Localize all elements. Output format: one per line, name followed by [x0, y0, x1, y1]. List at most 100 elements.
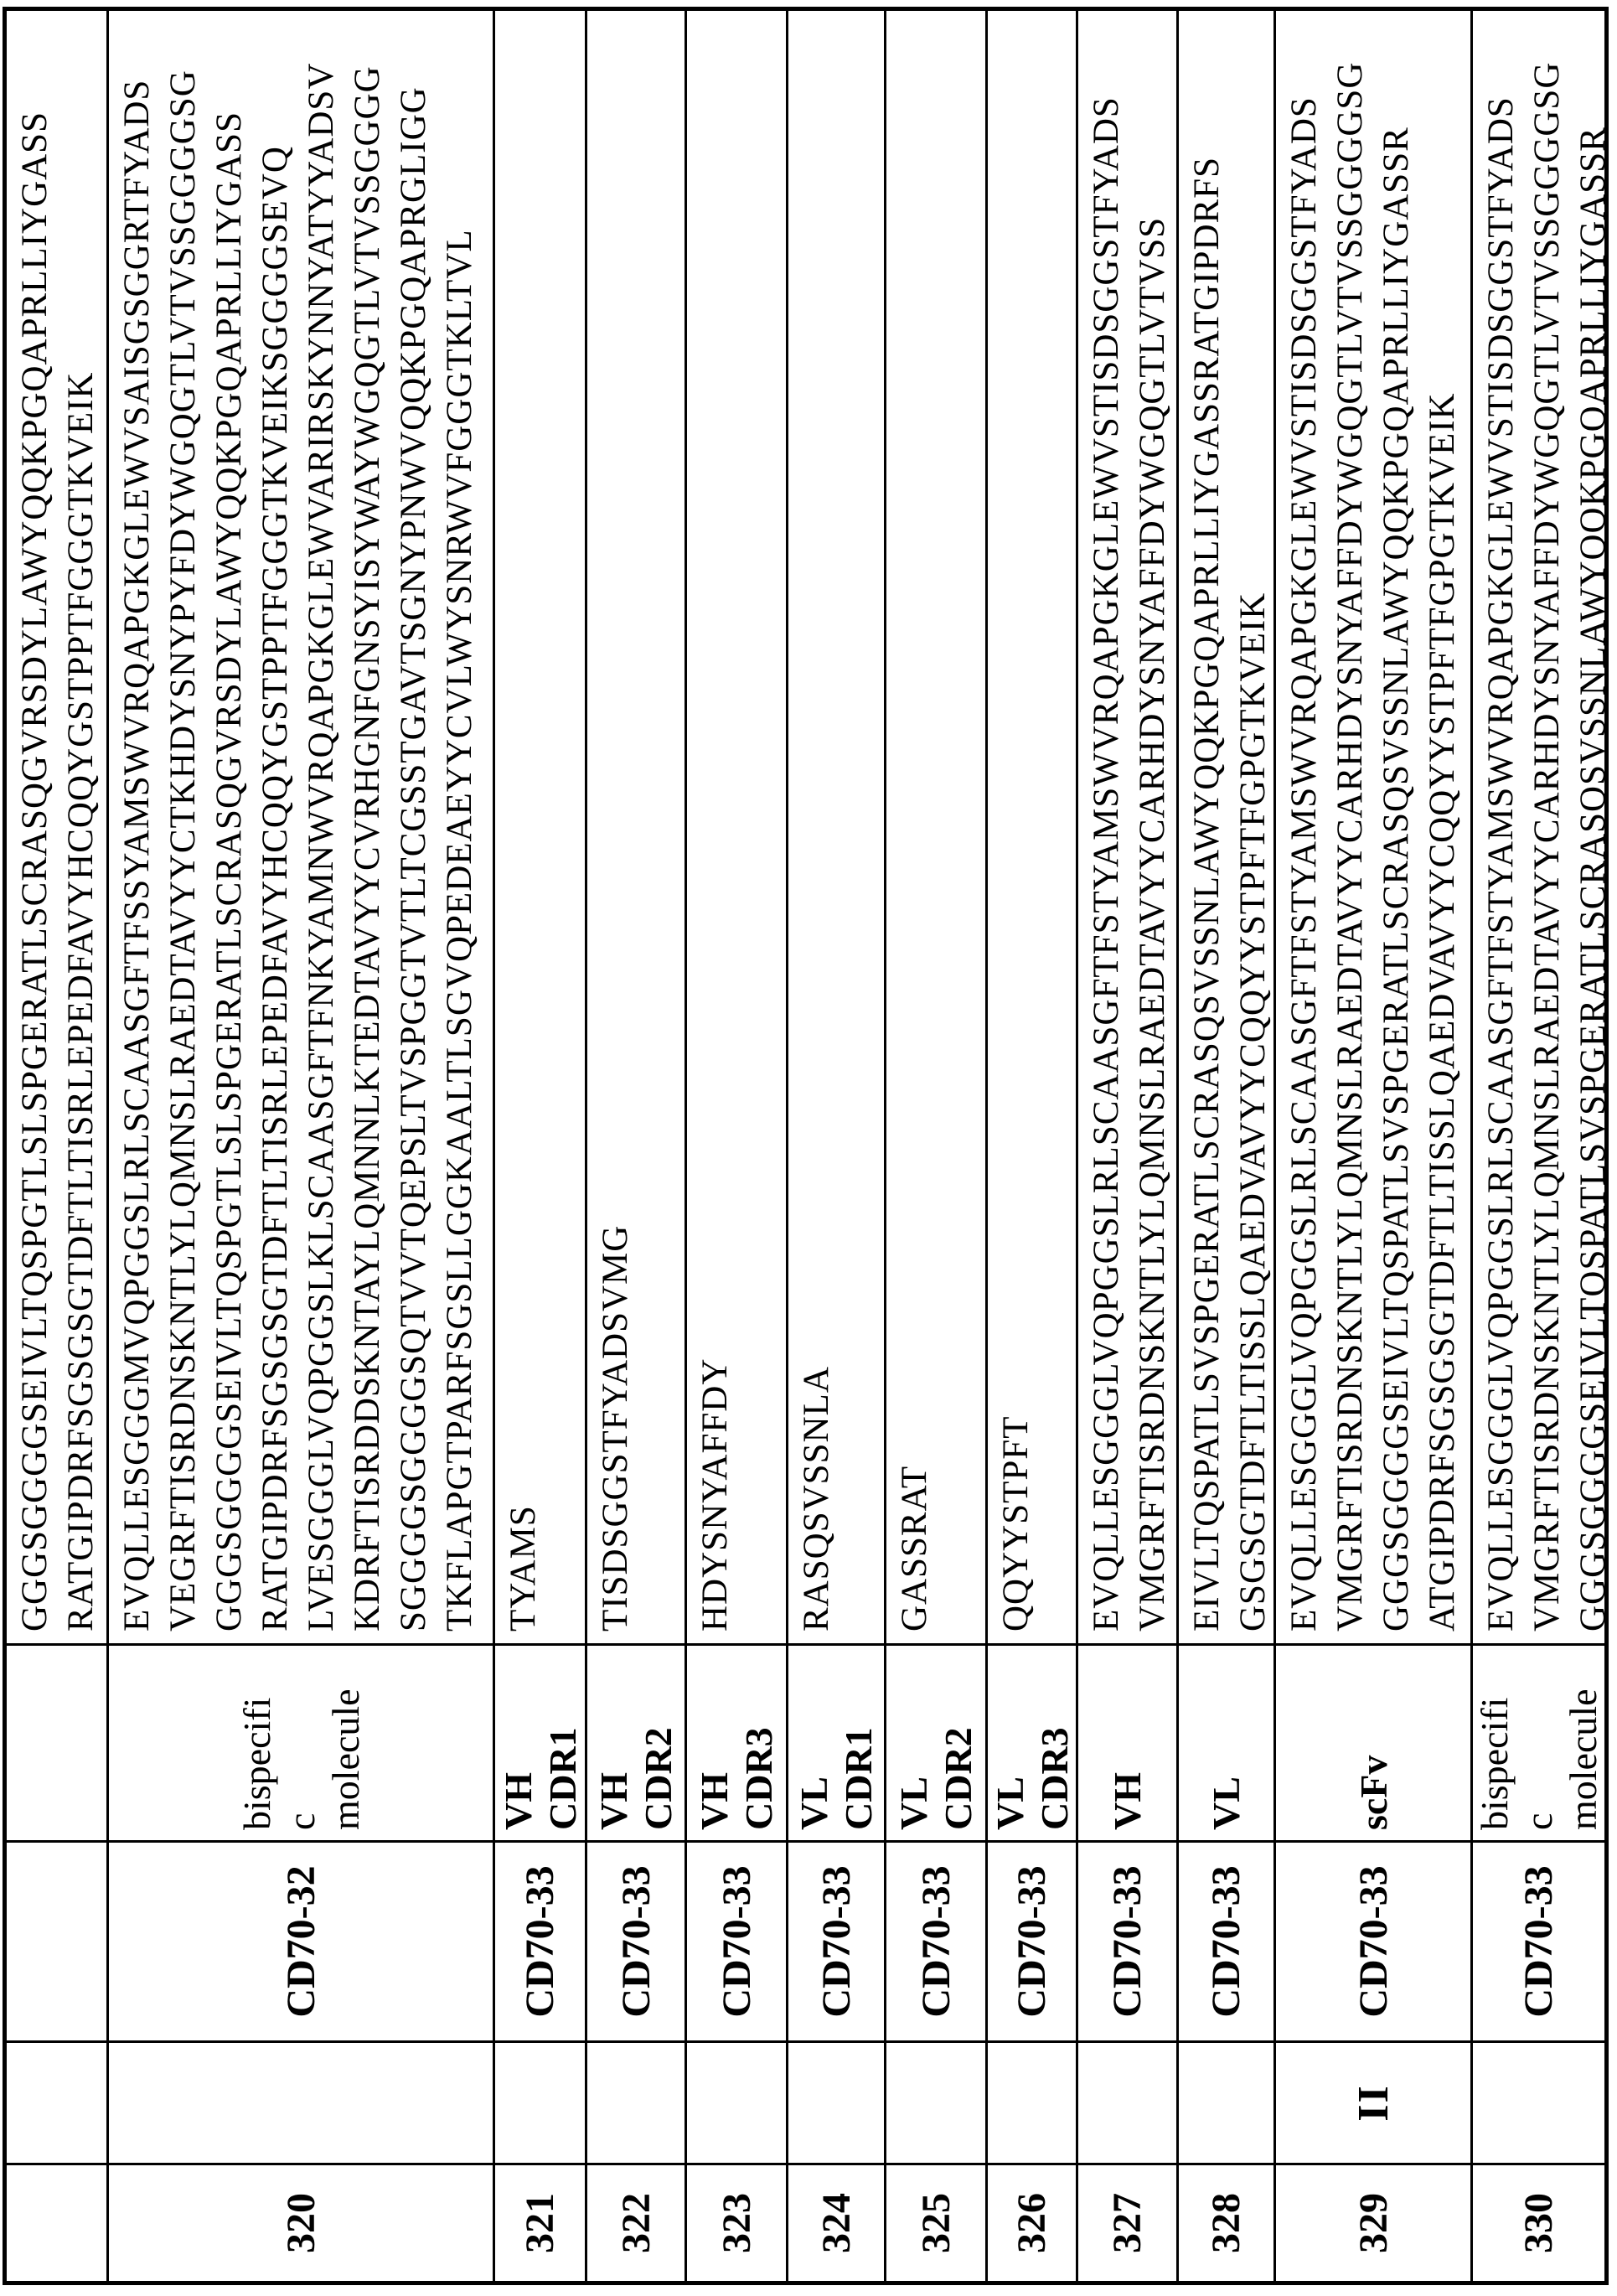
antibody-value: CD70-33 [1105, 1865, 1149, 2018]
region-cell: VL CDR1 [788, 1643, 884, 1840]
antibody-cell: CD70-33 [1473, 1840, 1604, 2040]
seq-id-value: 324 [814, 2193, 859, 2253]
region-value: VH CDR3 [693, 1727, 780, 1830]
seq-id-value: 325 [913, 2193, 958, 2253]
antibody-cell: CD70-33 [988, 1840, 1076, 2040]
region-cell: VL CDR3 [988, 1643, 1076, 1840]
group-cell [1078, 2040, 1176, 2163]
antibody-cell: CD70-32 [109, 1840, 493, 2040]
sequence-line: EIVLTQSPATLSVSPGERATLSCRASQSVSSNLAWYQQKP… [1187, 156, 1227, 1632]
region-cell: VL CDR2 [886, 1643, 985, 1840]
region-value: VL CDR3 [988, 1727, 1076, 1830]
sequence-cell: EIVLTQSPATLSVSPGERATLSCRASQSVSSNLAWYQQKP… [1179, 11, 1273, 1643]
sequence-line: RATGIPDRFSGSGSGTDFTLTISRLEPEDFAVYHCQQYGS… [61, 371, 101, 1632]
region-cell: VH [1078, 1643, 1176, 1840]
seq-id-cell [7, 2163, 106, 2281]
table-row: 326 CD70-33 VL CDR3 QQYYSTPFT [988, 11, 1078, 2281]
table-row: 322 CD70-33 VH CDR2 TISDSGGSTFYADSVMG [587, 11, 687, 2281]
table-row: 330 CD70-33 bispecifi c molecule EVQLLES… [1473, 11, 1604, 2281]
sequence-line: VMGRFTISRDNSKNTLYLQMNSLRAEDTAVYYCARHDYSN… [1330, 61, 1370, 1632]
group-cell [587, 2040, 685, 2163]
seq-id-cell: 328 [1179, 2163, 1273, 2281]
region-value: bispecifi c molecule [235, 1688, 367, 1830]
antibody-cell: CD70-33 [495, 1840, 585, 2040]
table-row: 323 CD70-33 VH CDR3 HDYSNYAFFDY [687, 11, 788, 2281]
sequence-line: RASQSVSSNLA [797, 1366, 836, 1632]
seq-id-cell: 327 [1078, 2163, 1176, 2281]
antibody-cell: CD70-33 [687, 1840, 786, 2040]
antibody-value: CD70-33 [913, 1865, 958, 2018]
region-value: VL CDR1 [793, 1727, 880, 1830]
antibody-cell: CD70-33 [886, 1840, 985, 2040]
region-cell: VH CDR2 [587, 1643, 685, 1840]
sequence-line: TKFLAPGTPARFSGSLLGGKAALTLSGVQPEDEAEYYCVL… [440, 229, 479, 1632]
sequence-cell: TYAMS [495, 11, 585, 1643]
group-cell [1473, 2040, 1604, 2163]
table-row: 320 CD70-32 bispecifi c molecule EVQLLES… [109, 11, 495, 2281]
region-cell: bispecifi c molecule [1473, 1643, 1604, 1840]
antibody-value: CD70-33 [714, 1865, 759, 2018]
seq-id-value: 326 [1010, 2193, 1054, 2253]
antibody-value: CD70-33 [814, 1865, 859, 2018]
region-value: VL CDR2 [892, 1727, 979, 1830]
sequence-line: GASSRAT [895, 1465, 934, 1632]
sequence-line: EVQLLESGGGLVQPGGSLRLSCAASGFTFSTYAMSWVRQA… [1481, 96, 1521, 1632]
sequence-cell: EVQLLESGGGLVQPGGSLRLSCAASGFTFSTYAMSWVRQA… [1078, 11, 1176, 1643]
region-cell [7, 1643, 106, 1840]
sequence-line: ATGIPDRFSGSGSGTDFTLTISSLQAEDVAVYYCQQYYST… [1423, 392, 1462, 1632]
group-cell [886, 2040, 985, 2163]
antibody-value: CD70-33 [1010, 1865, 1054, 2018]
seq-id-value: 322 [613, 2193, 659, 2253]
sequence-line: KDRFTISRDDSKNTAYLQMNNLKTEDTAVYYCVRHGNFGN… [348, 65, 387, 1632]
antibody-value: CD70-33 [1516, 1865, 1561, 2018]
sequence-line: TYAMS [504, 1505, 543, 1632]
sequence-cell: QQYYSTPFT [988, 11, 1076, 1643]
sequence-cell: EVQLLESGGGLVQPGGSLRLSCAASGFTFSTYAMSWVRQA… [1473, 11, 1604, 1643]
group-cell [109, 2040, 493, 2163]
sequence-line: GGGSGGGGSEIVLTQSPATLSVSPGERATLSCRASQSVSS… [1377, 127, 1416, 1632]
antibody-cell: CD70-33 [1078, 1840, 1176, 2040]
antibody-value: CD70-33 [518, 1865, 562, 2018]
antibody-value: CD70-32 [278, 1865, 323, 2018]
seq-id-value: 328 [1204, 2193, 1248, 2253]
region-value: VH CDR2 [592, 1727, 679, 1830]
seq-id-cell: 322 [587, 2163, 685, 2281]
seq-id-cell: 323 [687, 2163, 786, 2281]
region-value: bispecifi c molecule [1473, 1688, 1604, 1830]
sequence-line: VMGRFTISRDNSKNTLYLQMNSLRAEDTAVYYCARHDYSN… [1133, 216, 1172, 1632]
seq-id-value: 321 [518, 2193, 562, 2253]
sequence-line: EVQLLESGGGLVQPGGSLRLSCAASGFTFSTYAMSWVRQA… [1284, 96, 1324, 1632]
region-value: VH [1106, 1772, 1149, 1830]
seq-id-cell: 326 [988, 2163, 1076, 2281]
group-cell [687, 2040, 786, 2163]
table-row: 321 CD70-33 VH CDR1 TYAMS [495, 11, 587, 2281]
sequence-line: GSGSGTDFTLTISSLQAEDVAVYYCQQYYSTPFTFGPGTK… [1233, 592, 1273, 1632]
antibody-cell: CD70-33 [1179, 1840, 1273, 2040]
region-cell: VH CDR3 [687, 1643, 786, 1840]
seq-id-value: 330 [1516, 2193, 1561, 2253]
group-cell [7, 2040, 106, 2163]
region-cell: VL [1179, 1643, 1273, 1840]
seq-id-cell: 320 [109, 2163, 493, 2281]
seq-id-value: 323 [714, 2193, 759, 2253]
sequence-line: LVESGGGLVQPGGSLKLSCAASGFTFNKYAMNWVRQAPGK… [302, 62, 341, 1632]
antibody-cell: CD70-33 [1276, 1840, 1470, 2040]
table-row: GGGSGGGGSEIVLTQSPGTLSLSPGERATLSCRASQGVRS… [7, 11, 109, 2281]
sequence-line: EVQLLESGGGLVQPGGSLRLSCAASGFTFSTYAMSWVRQA… [1087, 96, 1126, 1632]
sequence-line: HDYSNYAFFDY [695, 1357, 735, 1632]
sequence-cell: GASSRAT [886, 11, 985, 1643]
sequence-cell: RASQSVSSNLA [788, 11, 884, 1643]
region-value: scFv [1351, 1755, 1395, 1830]
group-cell: II [1276, 2040, 1470, 2163]
group-cell [1179, 2040, 1273, 2163]
region-cell: scFv [1276, 1643, 1470, 1840]
sequence-line: GGGSGGGGSEIVLTQSPATLSVSPGERATLSCRASQSVSS… [1573, 127, 1604, 1632]
sequence-line: VMGRFTISRDNSKNTLYLQMNSLRAEDTAVYYCARHDYSN… [1527, 61, 1567, 1632]
sequence-line: TISDSGGSTFYADSVMG [596, 1224, 635, 1632]
seq-id-cell: 330 [1473, 2163, 1604, 2281]
sequence-line: EVQLLESGGGMVQPGGSLRLSCAASGFTFSSYAMSWVRQA… [117, 79, 157, 1632]
group-cell [788, 2040, 884, 2163]
seq-id-cell: 325 [886, 2163, 985, 2281]
sequence-line: SGGGGSGGGGSQTVVTQEPSLTVSPGGTVTLTCGSSTGAV… [394, 86, 433, 1632]
